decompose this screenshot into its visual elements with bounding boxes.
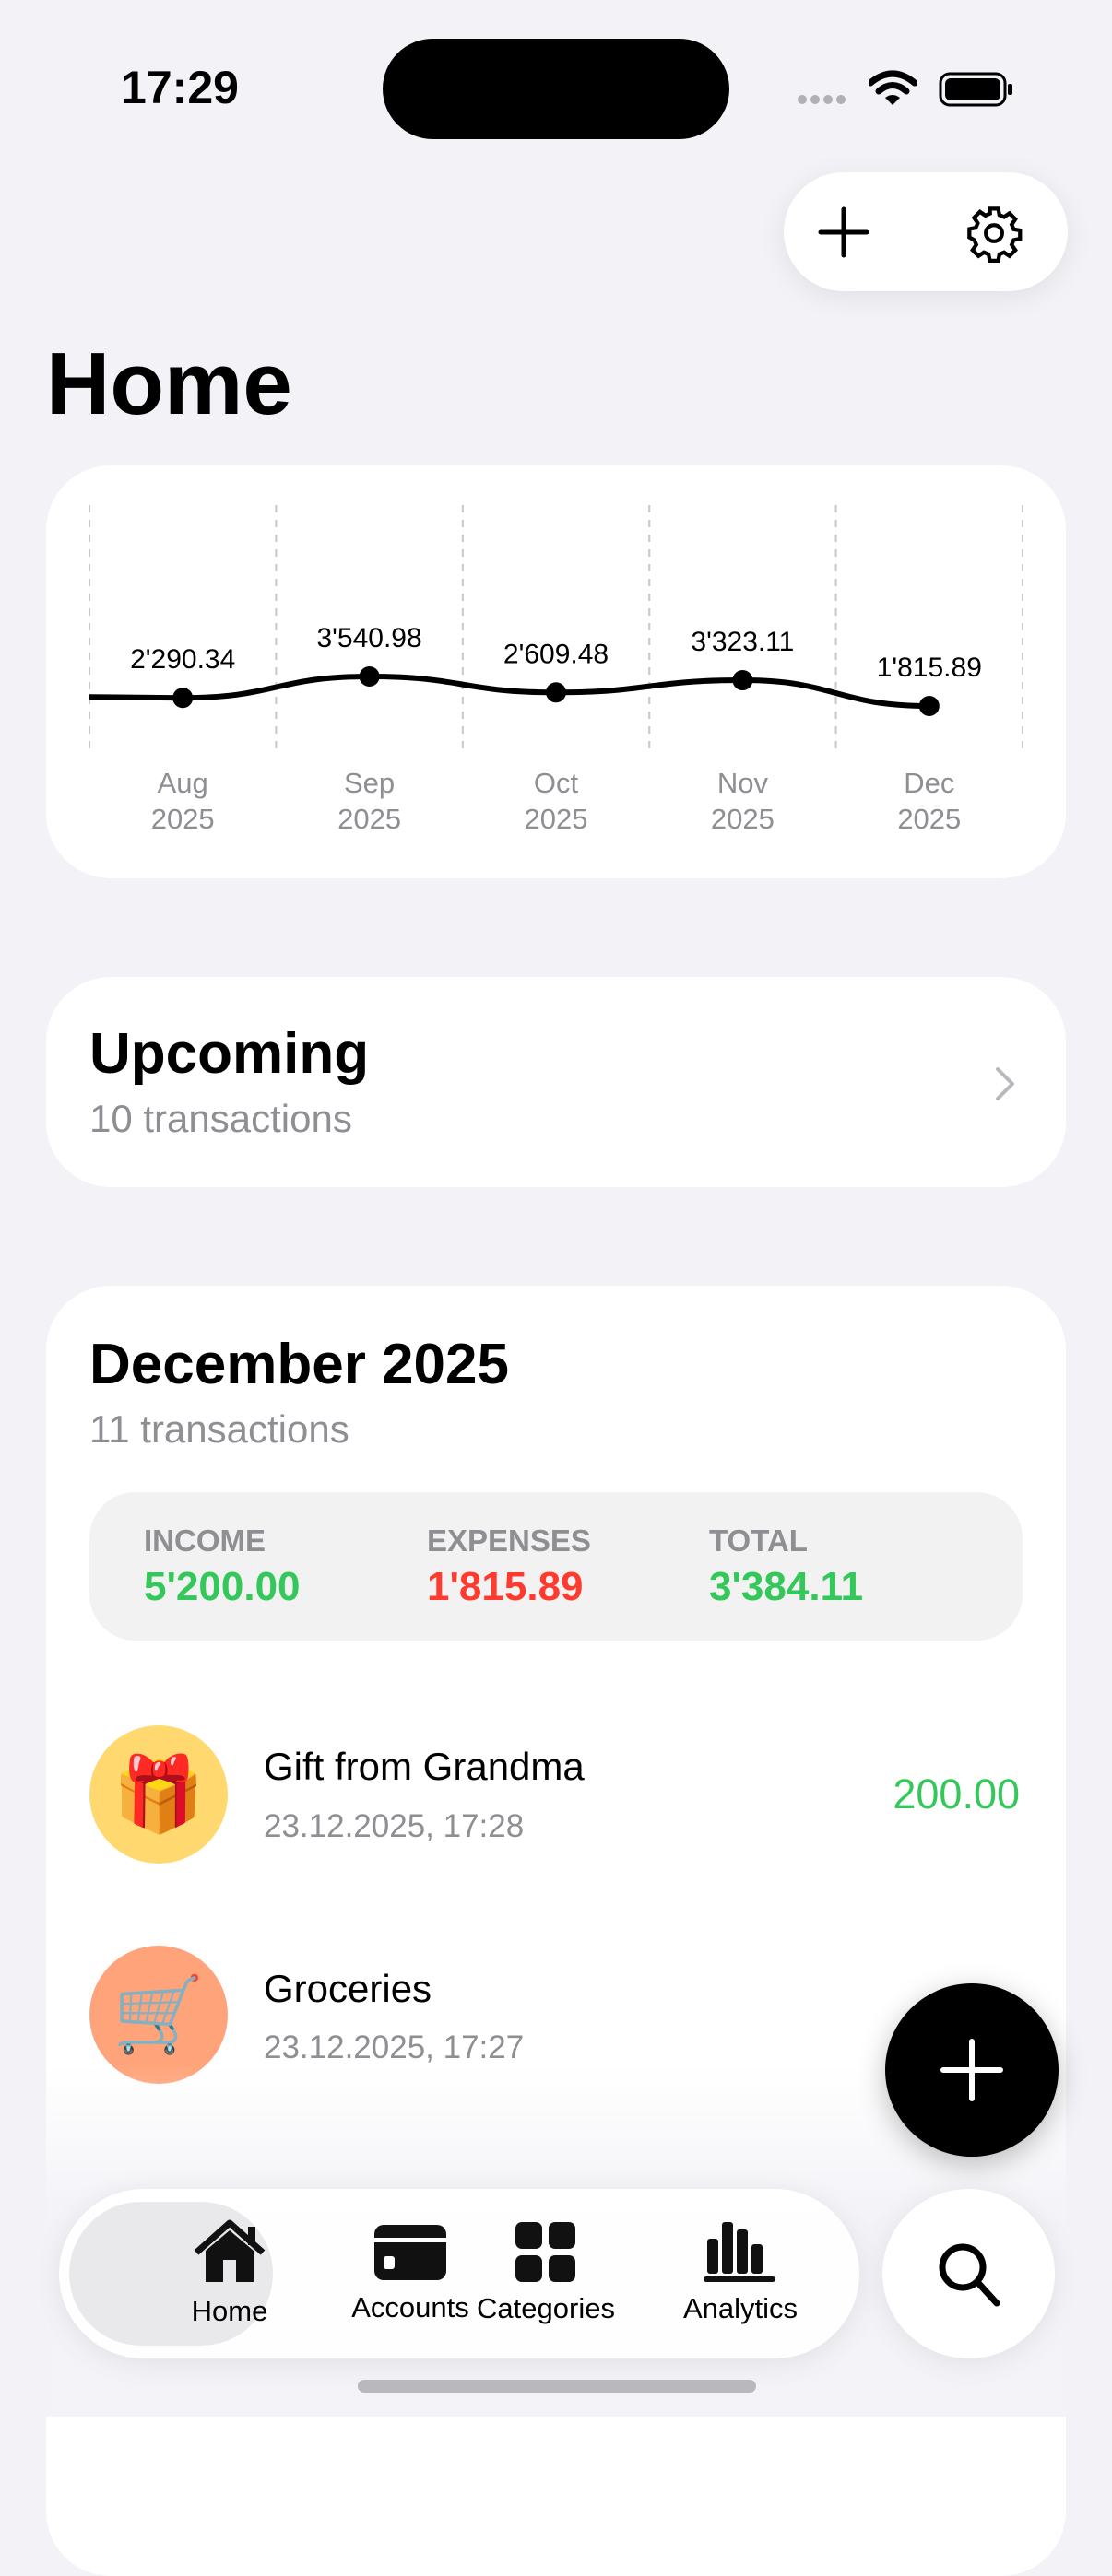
expenses-summary: EXPENSES 1'815.89: [427, 1523, 591, 1610]
expenses-label: EXPENSES: [427, 1523, 591, 1558]
wifi-icon: [869, 70, 917, 105]
transaction-date: 23.12.2025, 17:27: [264, 2029, 525, 2065]
chevron-right-icon: [996, 1067, 1014, 1100]
balance-chart-card[interactable]: 2'290.34 Aug 2025 3'540.98 Sep 2025 2'609.48 Oc…: [46, 465, 1066, 878]
x-tick-month: Nov: [717, 767, 769, 799]
x-tick-month: Oct: [534, 767, 579, 799]
data-label: 1'815.89: [877, 653, 982, 683]
status-time: 17:29: [121, 62, 239, 113]
data-label: 3'323.11: [691, 627, 794, 657]
month-title: December 2025: [89, 1333, 509, 1396]
dynamic-island: [383, 39, 729, 139]
month-summary: INCOME 5'200.00 EXPENSES 1'815.89 TOTAL …: [89, 1492, 1023, 1641]
transaction-date: 23.12.2025, 17:28: [264, 1808, 525, 1844]
add-transaction-button[interactable]: [885, 1983, 1059, 2157]
tab-label: Analytics: [682, 2292, 799, 2324]
x-tick-year: 2025: [525, 803, 588, 835]
x-tick-year: 2025: [151, 803, 215, 835]
transaction-title: Groceries: [264, 1967, 432, 2010]
expenses-value: 1'815.89: [427, 1564, 584, 1609]
home-indicator: [358, 2380, 756, 2393]
tab-label: Accounts: [351, 2291, 469, 2323]
income-value: 5'200.00: [144, 1564, 301, 1609]
month-subtitle: 11 transactions: [89, 1407, 349, 1451]
x-tick-year: 2025: [711, 803, 775, 835]
plus-icon: [940, 2039, 1003, 2101]
data-point: [732, 670, 753, 691]
grid-icon: [515, 2222, 575, 2282]
x-tick-month: Dec: [904, 767, 954, 799]
tab-bar: Home Accounts Categories Analytics: [59, 2189, 859, 2358]
data-point: [918, 696, 940, 717]
upcoming-title: Upcoming: [89, 1022, 370, 1086]
search-icon: [939, 2243, 1000, 2307]
tab-analytics[interactable]: Analytics: [644, 2189, 837, 2358]
data-label: 3'540.98: [317, 623, 422, 653]
total-summary: TOTAL 3'384.11: [709, 1523, 863, 1610]
battery-icon: [939, 72, 1012, 107]
data-point: [546, 682, 566, 703]
data-point: [172, 688, 194, 709]
data-label: 2'290.34: [130, 644, 235, 675]
top-actions: [784, 172, 1068, 291]
credit-card-icon: [374, 2225, 446, 2280]
upcoming-subtitle: 10 transactions: [89, 1097, 352, 1140]
income-summary: INCOME 5'200.00: [144, 1523, 301, 1610]
transaction-amount: 200.00: [893, 1770, 1020, 1817]
x-tick-year: 2025: [897, 803, 961, 835]
balance-line-chart: 2'290.34 Aug 2025 3'540.98 Sep 2025 2'609.48 Oc…: [89, 505, 1023, 835]
tab-accounts[interactable]: Accounts: [313, 2189, 507, 2358]
bar-chart-icon: [704, 2222, 775, 2282]
x-tick-year: 2025: [337, 803, 401, 835]
income-label: INCOME: [144, 1523, 266, 1558]
upcoming-card[interactable]: Upcoming 10 transactions: [46, 977, 1066, 1187]
plus-icon[interactable]: [817, 206, 870, 259]
transaction-title: Gift from Grandma: [264, 1745, 585, 1788]
total-value: 3'384.11: [709, 1564, 864, 1609]
x-tick-month: Aug: [158, 767, 208, 799]
x-tick-month: Sep: [344, 767, 395, 799]
data-point: [359, 666, 380, 688]
shopping-cart-icon: 🛒: [89, 1946, 228, 2084]
house-icon: [194, 2219, 266, 2282]
page-title: Home: [46, 335, 292, 433]
tab-categories[interactable]: Categories: [449, 2189, 643, 2358]
gift-icon: 🎁: [89, 1725, 228, 1864]
tab-label: Categories: [477, 2292, 615, 2324]
gear-icon[interactable]: [964, 204, 1023, 263]
total-label: TOTAL: [709, 1523, 808, 1558]
cellular-signal-icon: [798, 95, 846, 104]
tab-label: Home: [191, 2295, 268, 2327]
search-button[interactable]: [882, 2189, 1055, 2358]
balance-line: [89, 673, 929, 710]
data-label: 2'609.48: [503, 639, 609, 669]
tab-home[interactable]: Home: [133, 2189, 326, 2358]
